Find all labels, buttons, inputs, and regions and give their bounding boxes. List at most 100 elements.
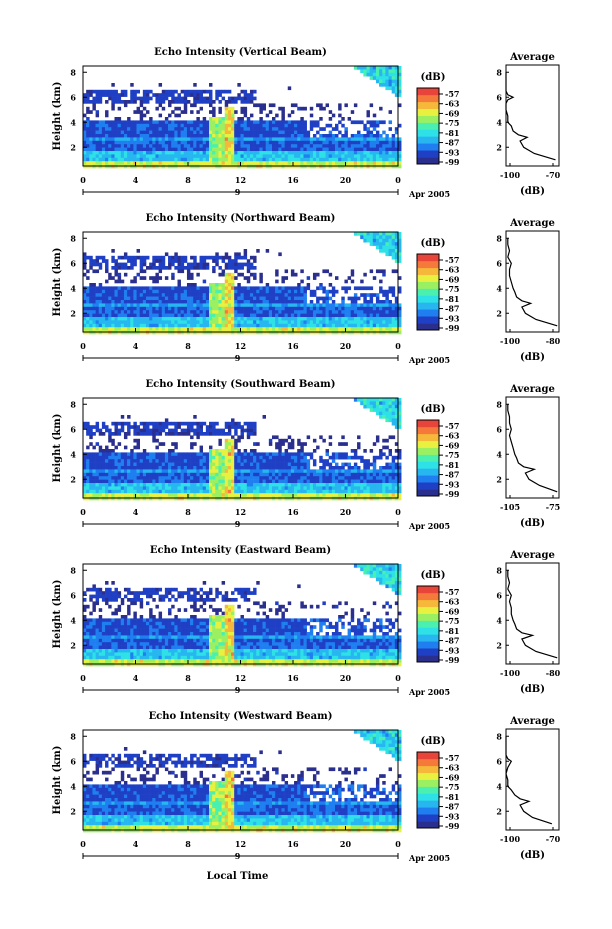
heatmap-cell [294, 466, 298, 470]
heatmap-cell [142, 93, 147, 97]
heatmap-cell [136, 489, 140, 494]
heatmap-cell [186, 455, 191, 460]
heatmap-cell [108, 147, 112, 152]
heatmap-cell [319, 472, 323, 477]
heatmap-cell [265, 120, 270, 125]
heatmap-cell [240, 154, 244, 159]
heatmap-cell [186, 130, 191, 135]
heatmap-cell [152, 147, 156, 152]
heatmap-cell [105, 293, 109, 297]
heatmap-cell [249, 296, 254, 301]
heatmap-cell [290, 151, 295, 155]
heatmap-cell [86, 310, 90, 314]
heatmap-cell [183, 317, 188, 321]
heatmap-cell [212, 486, 216, 491]
heatmap-cell [369, 161, 374, 165]
heatmap-cell [360, 69, 364, 74]
average-y-tick-label: 8 [496, 233, 502, 243]
heatmap-cell [111, 317, 115, 321]
heatmap-cell [161, 476, 166, 480]
heatmap-cell [111, 296, 115, 301]
heatmap-cell [199, 100, 203, 104]
heatmap-cell [294, 489, 298, 494]
heatmap-cell [335, 317, 339, 321]
heatmap-cell [186, 432, 191, 436]
heatmap-cell [117, 117, 122, 121]
heatmap-cell [186, 293, 191, 297]
heatmap-cell [253, 276, 257, 280]
heatmap-cell [350, 120, 355, 125]
heatmap-cell [272, 161, 276, 165]
heatmap-cell [268, 120, 273, 125]
heatmap-cell [130, 472, 134, 477]
heatmap-cell [379, 232, 383, 236]
heatmap-cell [249, 306, 254, 311]
heatmap-cell [237, 489, 241, 494]
heatmap-cell [101, 452, 106, 457]
heatmap-cell [265, 130, 270, 135]
heatmap-cell [92, 462, 96, 467]
heatmap-cell [300, 476, 304, 480]
heatmap-cell [357, 140, 361, 145]
heatmap-cell [168, 428, 172, 433]
heatmap-cell [224, 279, 229, 284]
heatmap-cell [199, 96, 203, 101]
heatmap-cell [108, 120, 112, 125]
heatmap-cell [139, 96, 144, 101]
heatmap-cell [240, 266, 244, 270]
heatmap-cell [391, 76, 396, 80]
heatmap-cell [221, 259, 226, 263]
heatmap-cell [205, 151, 210, 155]
heatmap-cell [133, 262, 137, 267]
heatmap-cell [108, 303, 112, 308]
heatmap-cell [101, 147, 106, 152]
heatmap-cell [331, 317, 336, 321]
heatmap-cell [331, 486, 336, 491]
heatmap-cell [120, 255, 125, 260]
heatmap-cell [363, 127, 367, 131]
heatmap-cell [237, 283, 241, 287]
heatmap-cell [205, 255, 210, 260]
heatmap-cell [95, 127, 100, 131]
heatmap-cell [183, 151, 188, 155]
heatmap-cell [312, 493, 317, 497]
heatmap-cell [164, 452, 169, 457]
heatmap-cell [379, 79, 383, 84]
colorbar-segment [417, 274, 439, 282]
heatmap-cell [114, 445, 118, 450]
heatmap-cell [215, 296, 219, 301]
heatmap-cell [127, 313, 131, 318]
average-x-label: (dB) [520, 186, 545, 197]
heatmap-cell [316, 306, 320, 311]
heatmap-cell [375, 313, 380, 318]
heatmap-cell [265, 327, 270, 331]
heatmap-cell [171, 300, 175, 304]
heatmap-cell [136, 320, 140, 325]
heatmap-cell [164, 317, 169, 321]
heatmap-cell [155, 317, 159, 321]
heatmap-cell [190, 476, 194, 480]
heatmap-cell [372, 137, 377, 142]
heatmap-cell [149, 303, 153, 308]
heatmap-cell [227, 296, 232, 301]
heatmap-cell [325, 303, 329, 308]
heatmap-cell [127, 255, 131, 260]
heatmap-cell [237, 117, 241, 121]
heatmap-cell [224, 127, 229, 131]
heatmap-cell [196, 472, 200, 477]
heatmap-cell [101, 93, 106, 97]
heatmap-cell [300, 449, 304, 453]
heatmap-cell [259, 103, 263, 108]
heatmap-cell [174, 445, 178, 450]
heatmap-cell [108, 479, 112, 484]
heatmap-cell [272, 323, 276, 328]
heatmap-cell [164, 306, 169, 311]
heatmap-cell [161, 466, 166, 470]
heatmap-cell [114, 462, 118, 467]
heatmap-cell [379, 134, 383, 138]
heatmap-cell [398, 252, 402, 257]
heatmap-cell [168, 455, 172, 460]
heatmap-cell [199, 445, 203, 450]
heatmap-cell [212, 134, 216, 138]
